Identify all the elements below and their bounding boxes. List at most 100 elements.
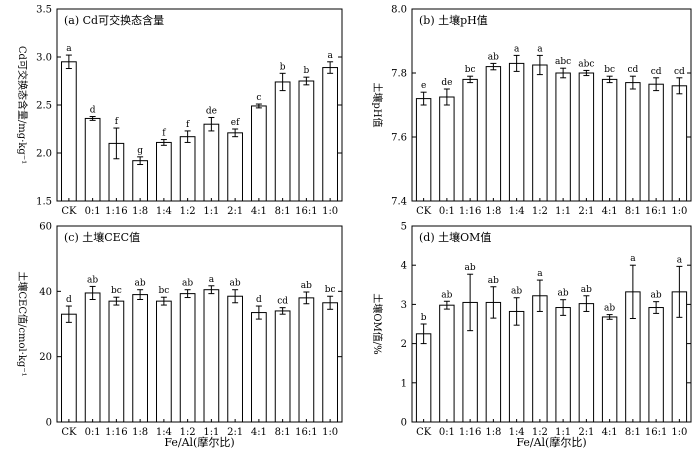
significance-letter: f: [186, 120, 190, 130]
bar: [485, 66, 502, 202]
bar: [322, 67, 338, 202]
x-tick-label: 0:1: [85, 427, 101, 438]
bar: [555, 72, 571, 202]
bar: [601, 78, 618, 202]
significance-letter: f: [162, 129, 166, 139]
x-tick-label: 2:1: [578, 206, 594, 217]
x-tick-label: 0:1: [85, 206, 101, 217]
bar: [415, 98, 432, 202]
bar: [251, 105, 267, 202]
y-tick-label: 7.8: [391, 69, 407, 80]
x-tick-label: 1:2: [180, 427, 196, 438]
x-tick-label: CK: [61, 427, 77, 438]
y-tick-label: 1: [401, 378, 407, 389]
bar: [227, 132, 243, 202]
significance-letter: a: [537, 269, 543, 279]
y-tick-label: 2.0: [36, 149, 52, 160]
bar: [671, 85, 688, 202]
panel-title: (a) Cd可交换态含量: [64, 13, 164, 27]
y-axis-label: Cd可交换态含量/mg·kg⁻¹: [16, 46, 29, 164]
bar: [132, 294, 148, 423]
y-tick-label: 1.5: [36, 197, 52, 208]
x-tick-label: 1:8: [132, 427, 148, 438]
significance-letter: cd: [651, 67, 662, 77]
bar: [532, 64, 548, 202]
bar: [108, 300, 125, 423]
bar: [439, 304, 455, 423]
x-tick-label: 2:1: [227, 206, 243, 217]
significance-letter: e: [421, 81, 426, 91]
x-tick-label: 1:1: [555, 427, 571, 438]
y-tick-label: 3.5: [36, 5, 52, 16]
y-tick-label: 2.5: [36, 101, 52, 112]
x-tick-label: 2:1: [578, 427, 594, 438]
panel-title: (c) 土壤CEC值: [64, 230, 140, 244]
bar: [578, 72, 595, 202]
bar: [274, 81, 291, 202]
bar: [508, 62, 525, 202]
x-tick-label: 4:1: [602, 427, 618, 438]
x-tick-label: CK: [61, 206, 77, 217]
bar: [298, 80, 315, 202]
significance-letter: f: [115, 117, 119, 127]
significance-letter: a: [66, 44, 72, 54]
bar: [648, 83, 664, 202]
significance-letter: b: [303, 66, 309, 76]
y-tick-label: 2: [401, 339, 407, 350]
bar: [532, 295, 548, 423]
x-tick-label: 1:0: [322, 206, 338, 217]
chart-panel-1: 1.5 2.0 2.5 3.0 3.5 a CK d 0:1 f 1:16 g 1:8 f 1:4 f 1:2 d…: [16, 5, 343, 217]
y-tick-label: 7.6: [391, 133, 407, 144]
x-tick-label: 8:1: [275, 427, 291, 438]
x-tick-label: 2:1: [227, 427, 243, 438]
y-tick-label: 3: [401, 300, 407, 311]
bar: [462, 78, 478, 202]
significance-letter: ab: [511, 287, 522, 297]
x-tick-label: 1:1: [203, 427, 219, 438]
significance-letter: b: [280, 62, 286, 72]
x-tick-label: 1:2: [532, 206, 548, 217]
x-tick-label: 8:1: [275, 206, 291, 217]
x-tick-label: 1:1: [203, 206, 219, 217]
significance-letter: ab: [135, 279, 146, 289]
significance-letter: abc: [555, 57, 571, 67]
x-tick-label: 1:8: [132, 206, 148, 217]
bar: [439, 96, 455, 202]
bar: [132, 160, 148, 202]
chart-panel-3: 0 20 40 60 d CK ab 0:1 bc 1:16 ab 1:8 bc 1:4 ab 1:2 a 1:1…: [16, 222, 343, 449]
significance-letter: a: [537, 44, 543, 54]
bar: [61, 61, 77, 202]
x-tick-label: 0:1: [439, 206, 455, 217]
y-tick-label: 40: [39, 287, 52, 298]
plot-frame: [411, 225, 692, 423]
significance-letter: bc: [111, 286, 122, 296]
x-tick-label: CK: [416, 206, 432, 217]
y-tick-label: 5: [401, 222, 407, 233]
x-axis-label: Fe/Al(摩尔比): [516, 435, 586, 449]
x-tick-label: 16:1: [645, 206, 667, 217]
chart-panel-4: 0 1 2 3 4 5 b CK ab 0:1 ab 1:16 ab 1:8 ab 1:4 a 1:2 ab 1:1 a…: [371, 222, 692, 449]
x-axis-label: Fe/Al(摩尔比): [164, 435, 234, 449]
significance-letter: a: [677, 255, 683, 265]
y-axis-label: 土壤OM值/%: [371, 293, 384, 354]
bar: [203, 123, 220, 202]
significance-letter: cd: [627, 65, 638, 75]
bar: [625, 82, 641, 202]
significance-letter: d: [256, 295, 262, 305]
x-tick-label: 0:1: [439, 427, 455, 438]
x-tick-label: 1:4: [156, 427, 172, 438]
significance-letter: bc: [325, 285, 336, 295]
significance-letter: de: [206, 106, 217, 116]
x-tick-label: 1:0: [322, 427, 338, 438]
y-tick-label: 0: [401, 418, 407, 429]
x-tick-label: 4:1: [251, 206, 267, 217]
x-tick-label: 1:0: [671, 206, 687, 217]
x-tick-label: 1:4: [509, 206, 525, 217]
bar: [179, 136, 196, 202]
significance-letter: ef: [231, 118, 240, 128]
x-tick-label: 1:2: [532, 427, 548, 438]
x-tick-label: CK: [416, 427, 432, 438]
bar: [485, 301, 502, 423]
significance-letter: ab: [87, 275, 98, 285]
